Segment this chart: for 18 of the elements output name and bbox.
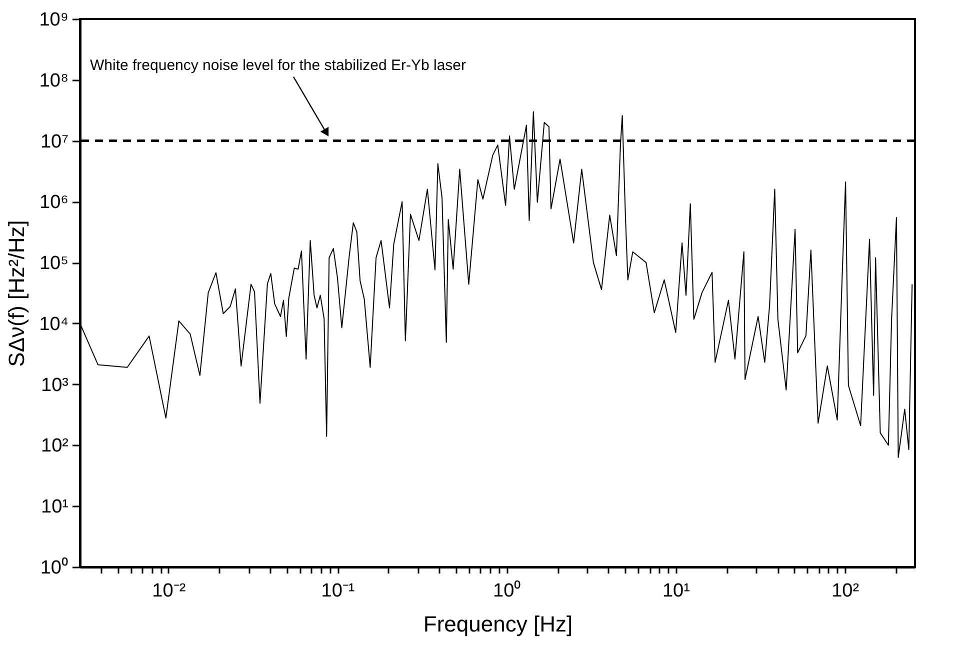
x-axis-title: Frequency [Hz] xyxy=(423,612,573,636)
x-tick-label: 10² xyxy=(832,580,860,602)
x-tick-label: 10¹ xyxy=(662,580,690,602)
y-tick-label: 10⁵ xyxy=(39,253,68,274)
y-tick-label: 10¹ xyxy=(41,496,68,518)
x-tick-label: 10⁻¹ xyxy=(321,580,355,602)
y-tick-label: 10² xyxy=(41,436,68,457)
y-tick-label: 10⁸ xyxy=(39,70,68,92)
annotation: White frequency noise level for the stabilized Er-Yb laser xyxy=(90,56,466,74)
y-tick-label: 10⁶ xyxy=(40,192,68,214)
y-tick-label: 10⁹ xyxy=(39,10,68,30)
y-tick-label: 10⁷ xyxy=(40,131,69,152)
x-tick-label: 10⁻² xyxy=(152,580,186,602)
y-tick-label: 10⁴ xyxy=(39,314,68,335)
y-tick-label: 10⁰ xyxy=(40,556,68,578)
y-tick-label: 10³ xyxy=(41,374,68,396)
y-axis-title: SΔν(f) [Hz²/Hz] xyxy=(4,220,30,367)
x-tick-label: 10⁰ xyxy=(493,580,522,602)
